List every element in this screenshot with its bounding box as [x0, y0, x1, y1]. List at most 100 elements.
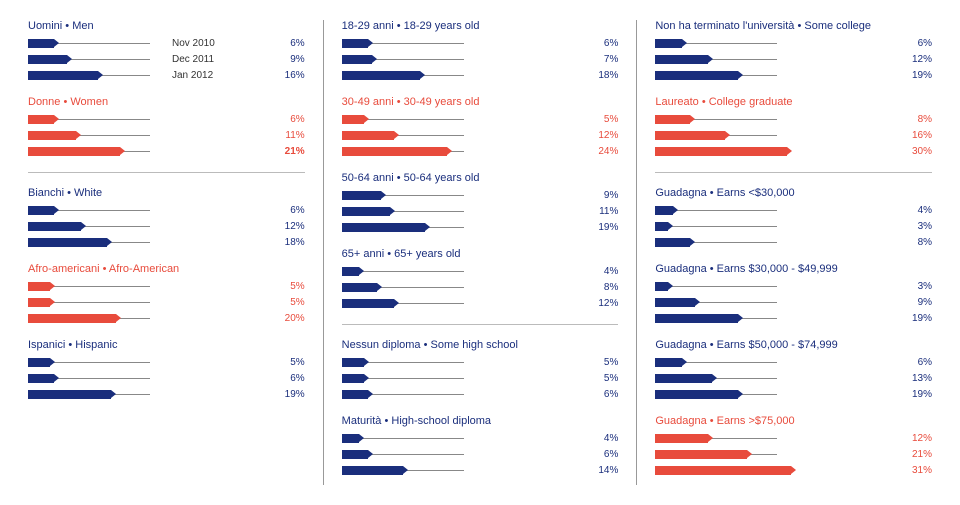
bar-arrow-icon — [67, 55, 72, 63]
bar — [342, 39, 368, 48]
bar-value: 6% — [902, 38, 932, 49]
bar — [655, 282, 668, 291]
bar-value: 6% — [588, 389, 618, 400]
bar-arrow-icon — [81, 222, 86, 230]
bar-arrow-icon — [708, 434, 713, 442]
bar-value: 6% — [588, 449, 618, 460]
bar-arrow-icon — [695, 298, 700, 306]
chart-group: Donne • Women6%11%21% — [28, 96, 305, 158]
bar-arrow-icon — [54, 115, 59, 123]
bar-value: 19% — [902, 70, 932, 81]
bar-arrow-icon — [682, 39, 687, 47]
bar-row: 5% — [342, 355, 619, 369]
bar-row: 6% — [342, 447, 619, 461]
bar-row: Dec 20119% — [28, 52, 305, 66]
bar-track — [655, 431, 795, 445]
bar-value: 6% — [275, 38, 305, 49]
bar-track — [655, 52, 795, 66]
bar-track — [655, 68, 795, 82]
bar — [342, 283, 377, 292]
bar-row: 6% — [28, 112, 305, 126]
bar-track — [28, 295, 168, 309]
bar — [342, 147, 447, 156]
bar-arrow-icon — [368, 450, 373, 458]
bar-arrow-icon — [364, 358, 369, 366]
bar — [28, 147, 120, 156]
chart-group: 65+ anni • 65+ years old4%8%12% — [342, 248, 619, 310]
bar-value: 30% — [902, 146, 932, 157]
bar-track — [28, 68, 168, 82]
bar-track — [342, 264, 482, 278]
bar-arrow-icon — [368, 390, 373, 398]
bar-value: 12% — [588, 298, 618, 309]
bar-row: 19% — [342, 220, 619, 234]
bar-value: 12% — [588, 130, 618, 141]
bar-row: 20% — [28, 311, 305, 325]
bar-arrow-icon — [747, 450, 752, 458]
bar — [28, 115, 54, 124]
bar-arrow-icon — [390, 207, 395, 215]
bar-value: 6% — [588, 38, 618, 49]
bar-track — [342, 355, 482, 369]
chart-group: Non ha terminato l'università • Some col… — [655, 20, 932, 82]
bar-value: 31% — [902, 465, 932, 476]
bar-arrow-icon — [364, 374, 369, 382]
bar — [342, 71, 421, 80]
bar-track — [655, 295, 795, 309]
bar — [655, 238, 690, 247]
bar-row: 3% — [655, 279, 932, 293]
bar-track — [28, 52, 168, 66]
bar-value: 5% — [275, 357, 305, 368]
bar-track — [655, 128, 795, 142]
chart-group: Nessun diploma • Some high school5%5%6% — [342, 339, 619, 401]
bar-value: 5% — [275, 297, 305, 308]
bar-row: 5% — [28, 355, 305, 369]
bar — [655, 390, 738, 399]
bar-value: 8% — [588, 282, 618, 293]
bar-row: Nov 2010 6% — [28, 36, 305, 50]
bar — [342, 55, 373, 64]
bar-arrow-icon — [98, 71, 103, 79]
bar-track — [655, 463, 795, 477]
bar-row: 8% — [655, 235, 932, 249]
bar-value: 9% — [275, 54, 305, 65]
bar-arrow-icon — [54, 206, 59, 214]
column-0: Uomini • MenNov 20106%Dec 20119%Jan 2012… — [10, 20, 324, 485]
chart-group: Guadagna • Earns >$75,00012%21%31% — [655, 415, 932, 477]
bar — [28, 358, 50, 367]
bar-arrow-icon — [725, 131, 730, 139]
bar-value: 3% — [902, 221, 932, 232]
bar — [342, 434, 360, 443]
bar-row: 4% — [342, 431, 619, 445]
bar-value: 19% — [902, 389, 932, 400]
bar-value: 13% — [902, 373, 932, 384]
bar-arrow-icon — [50, 298, 55, 306]
bar-track — [342, 296, 482, 310]
bar-arrow-icon — [738, 71, 743, 79]
bar-row: 6% — [655, 355, 932, 369]
bar-track — [342, 447, 482, 461]
bar-row: 24% — [342, 144, 619, 158]
bar — [28, 314, 116, 323]
bar-row: 16% — [655, 128, 932, 142]
bar-row: 4% — [655, 203, 932, 217]
bar-period-label: Nov 2010 — [172, 38, 226, 49]
group-title: Bianchi • White — [28, 187, 305, 199]
bar-track — [28, 219, 168, 233]
bar-arrow-icon — [673, 206, 678, 214]
bar-arrow-icon — [54, 39, 59, 47]
bar-track — [655, 447, 795, 461]
bar-track — [342, 463, 482, 477]
bar-track — [28, 128, 168, 142]
bar-row: 8% — [655, 112, 932, 126]
bar-arrow-icon — [668, 282, 673, 290]
group-title: Uomini • Men — [28, 20, 305, 32]
chart-group: 30-49 anni • 30-49 years old5%12%24% — [342, 96, 619, 158]
chart-group: Laureato • College graduate8%16%30% — [655, 96, 932, 158]
bar-value: 6% — [902, 357, 932, 368]
bar — [342, 223, 425, 232]
bar-track — [342, 52, 482, 66]
bar — [342, 466, 403, 475]
chart-group: Guadagna • Earns <$30,0004%3%8% — [655, 187, 932, 249]
bar-row: 6% — [28, 203, 305, 217]
